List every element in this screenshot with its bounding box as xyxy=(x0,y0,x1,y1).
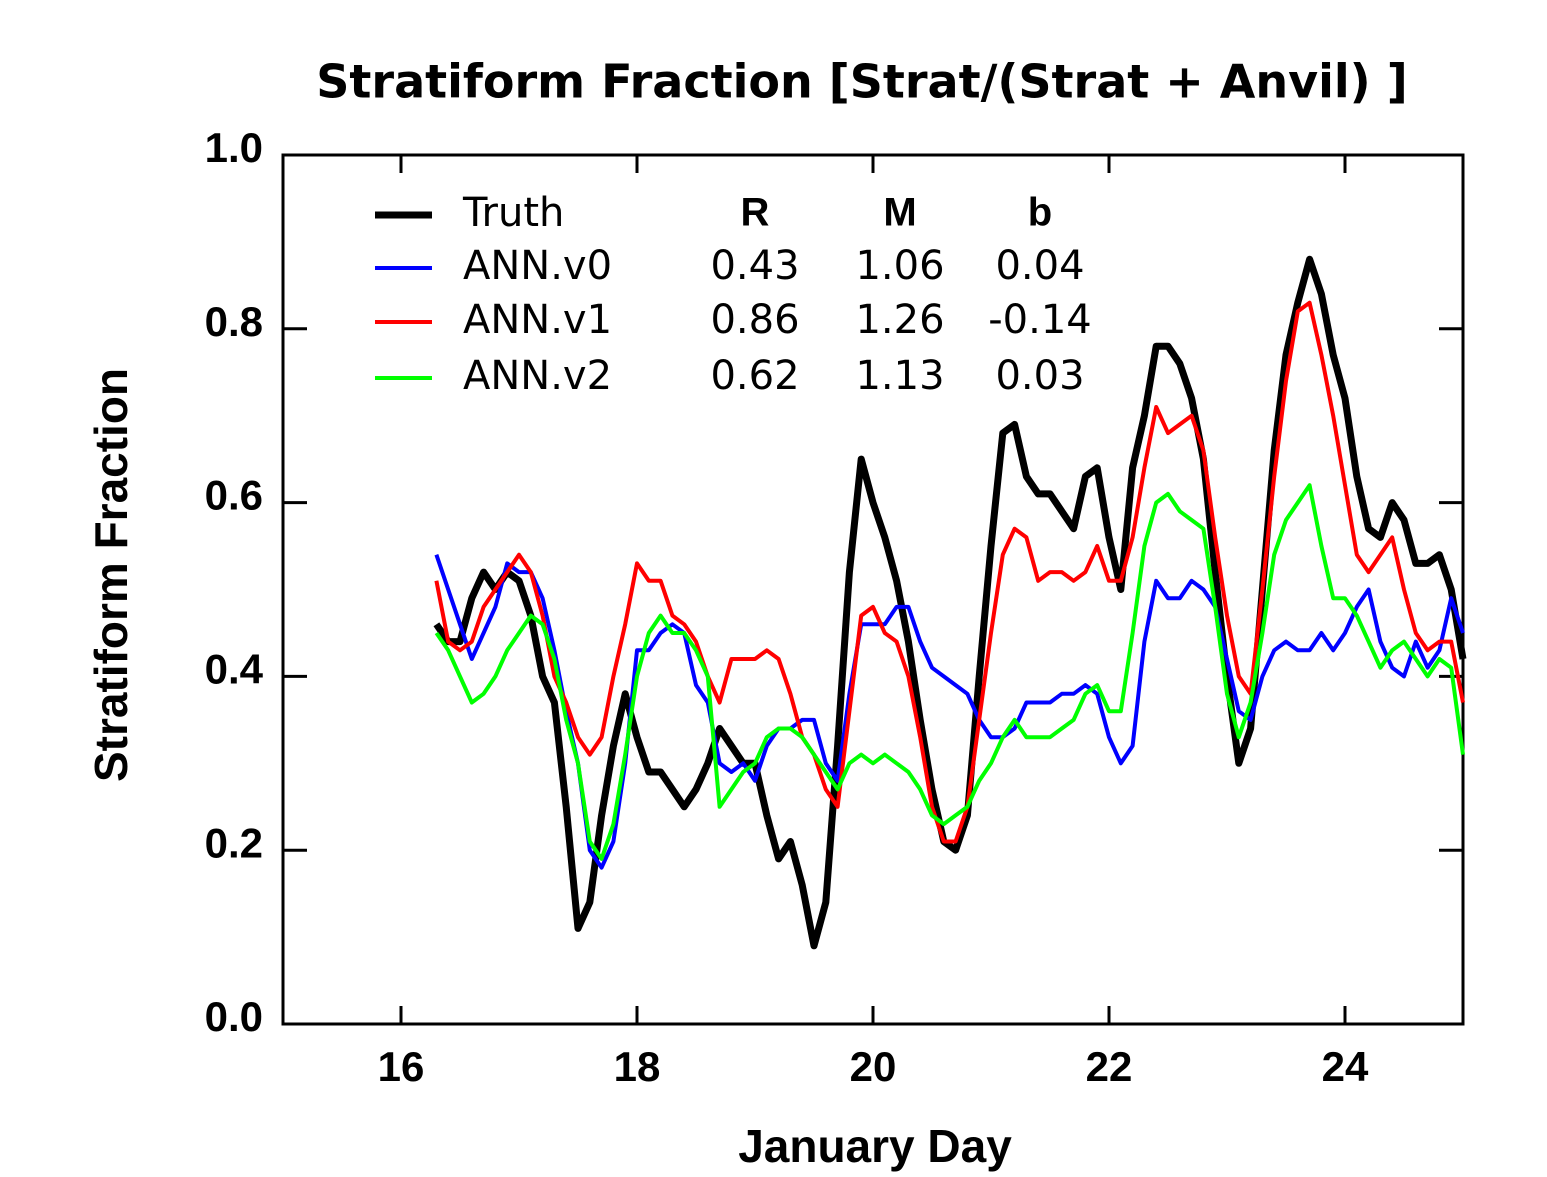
legend-stat: 1.13 xyxy=(855,353,944,399)
legend-stat: 1.26 xyxy=(855,297,944,343)
legend-stat: -0.14 xyxy=(988,297,1092,343)
legend-stat: 0.03 xyxy=(995,353,1084,399)
series-line xyxy=(434,300,1465,844)
legend-label: ANN.v1 xyxy=(463,297,612,343)
x-tick-label: 20 xyxy=(850,1043,897,1090)
legend-column-header: R xyxy=(741,191,770,235)
legend-stat: 0.62 xyxy=(710,353,799,399)
x-tick-label: 24 xyxy=(1322,1043,1369,1090)
x-tick-label: 22 xyxy=(1086,1043,1133,1090)
series-line xyxy=(434,483,1465,861)
y-tick-label: 1.0 xyxy=(205,124,263,171)
legend-column-header: M xyxy=(883,191,916,235)
legend-label: ANN.v0 xyxy=(463,243,612,289)
y-tick-label: 0.0 xyxy=(205,993,263,1040)
series-line xyxy=(434,554,1465,870)
series-line xyxy=(433,255,1467,950)
x-tick-label: 16 xyxy=(378,1043,425,1090)
y-tick-label: 0.4 xyxy=(205,645,264,692)
legend-label: Truth xyxy=(462,190,564,236)
y-axis-label: Stratiform Fraction xyxy=(85,368,137,782)
y-tick-label: 0.2 xyxy=(205,819,263,866)
chart-title: Stratiform Fraction [Strat/(Strat + Anvi… xyxy=(316,55,1407,109)
legend-stat: 0.04 xyxy=(995,243,1084,289)
x-tick-label: 18 xyxy=(614,1043,661,1090)
legend-stat: 0.43 xyxy=(710,243,799,289)
y-tick-label: 0.8 xyxy=(205,298,263,345)
legend-stat: 1.06 xyxy=(855,243,944,289)
legend-stat: 0.86 xyxy=(710,297,799,343)
legend-label: ANN.v2 xyxy=(463,353,612,399)
y-tick-label: 0.6 xyxy=(205,472,263,519)
legend-column-header: b xyxy=(1028,191,1052,235)
x-axis-label: January Day xyxy=(738,1120,1012,1172)
